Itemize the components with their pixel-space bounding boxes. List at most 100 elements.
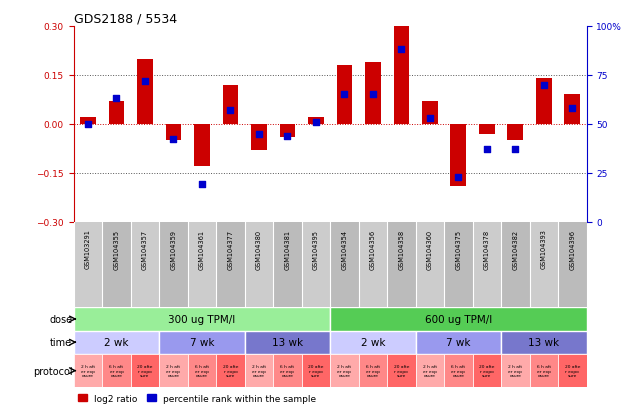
Text: 6 h aft
er exp
osure: 6 h aft er exp osure [280,364,294,377]
Text: GSM104354: GSM104354 [342,229,347,269]
Text: GSM103291: GSM103291 [85,229,91,269]
Bar [273,354,302,387]
Text: 2 h aft
er exp
osure: 2 h aft er exp osure [167,364,181,377]
Text: 2 wk: 2 wk [361,337,385,347]
Bar [365,63,381,124]
Bar [387,222,415,308]
Bar [536,79,552,124]
Point [538,82,549,89]
Point [282,133,292,140]
Text: dose: dose [49,314,72,324]
Text: 7 wk: 7 wk [190,337,214,347]
Bar [188,354,216,387]
Bar [245,331,330,354]
Bar [337,66,352,124]
Bar [159,222,188,308]
Bar [102,354,131,387]
Point [396,47,406,54]
Point [453,174,463,180]
Bar [245,354,273,387]
Bar [216,354,245,387]
Text: 20 afte
r expo
sure: 20 afte r expo sure [222,364,238,377]
Bar [279,124,296,138]
Bar [558,354,587,387]
Bar [330,222,358,308]
Bar [222,85,238,124]
Text: GSM104377: GSM104377 [228,229,233,269]
Bar [415,222,444,308]
Point [368,92,378,98]
Point [140,78,150,85]
Legend: log2 ratio, percentile rank within the sample: log2 ratio, percentile rank within the s… [78,394,316,403]
Bar [74,222,102,308]
Text: 13 wk: 13 wk [272,337,303,347]
Text: 6 h aft
er exp
osure: 6 h aft er exp osure [366,364,380,377]
Bar [137,59,153,124]
Text: 6 h aft
er exp
osure: 6 h aft er exp osure [110,364,124,377]
Bar [508,124,523,141]
Bar [194,124,210,167]
Text: GSM104378: GSM104378 [484,229,490,269]
Bar [387,354,415,387]
Text: 20 afte
r expo
sure: 20 afte r expo sure [394,364,409,377]
Bar [216,222,245,308]
Point [169,137,179,143]
Point [567,106,578,112]
Bar [159,354,188,387]
Bar [472,354,501,387]
Point [425,115,435,122]
Bar [330,354,358,387]
Bar [444,222,472,308]
Bar [479,124,495,134]
Point [225,107,235,114]
Text: 6 h aft
er exp
osure: 6 h aft er exp osure [195,364,209,377]
Bar [415,354,444,387]
Text: time: time [50,337,72,347]
Bar [358,222,387,308]
Text: GSM104359: GSM104359 [171,229,176,269]
Bar [273,222,302,308]
Bar [415,331,501,354]
Text: GSM104355: GSM104355 [113,229,119,269]
Bar [302,354,330,387]
Text: GSM104393: GSM104393 [541,229,547,269]
Text: 13 wk: 13 wk [528,337,560,347]
Bar [422,102,438,124]
Bar [529,354,558,387]
Bar [451,124,466,186]
Bar [501,222,529,308]
Text: 6 h aft
er exp
osure: 6 h aft er exp osure [451,364,465,377]
Bar [501,331,587,354]
Bar [330,308,587,331]
Text: 2 h aft
er exp
osure: 2 h aft er exp osure [337,364,351,377]
Text: GSM104395: GSM104395 [313,229,319,269]
Text: GSM104358: GSM104358 [398,229,404,269]
Text: 20 afte
r expo
sure: 20 afte r expo sure [479,364,495,377]
Bar [165,124,181,141]
Point [112,96,122,102]
Bar [131,354,159,387]
Bar [501,354,529,387]
Text: GSM104381: GSM104381 [285,229,290,269]
Text: 7 wk: 7 wk [446,337,470,347]
Bar [302,222,330,308]
Point [339,92,349,98]
Text: 300 ug TPM/l: 300 ug TPM/l [169,314,235,324]
Bar [358,354,387,387]
Bar [159,331,245,354]
Text: 2 h aft
er exp
osure: 2 h aft er exp osure [508,364,522,377]
Point [311,119,321,126]
Text: 20 afte
r expo
sure: 20 afte r expo sure [137,364,153,377]
Point [197,182,207,188]
Text: GSM104356: GSM104356 [370,229,376,269]
Bar [308,118,324,124]
Bar [74,308,330,331]
Text: 20 afte
r expo
sure: 20 afte r expo sure [308,364,324,377]
Text: GSM104380: GSM104380 [256,229,262,269]
Text: GSM104375: GSM104375 [455,229,462,269]
Bar [529,222,558,308]
Bar [74,354,102,387]
Bar [80,118,96,124]
Text: GSM104396: GSM104396 [569,229,575,269]
Text: GDS2188 / 5534: GDS2188 / 5534 [74,13,177,26]
